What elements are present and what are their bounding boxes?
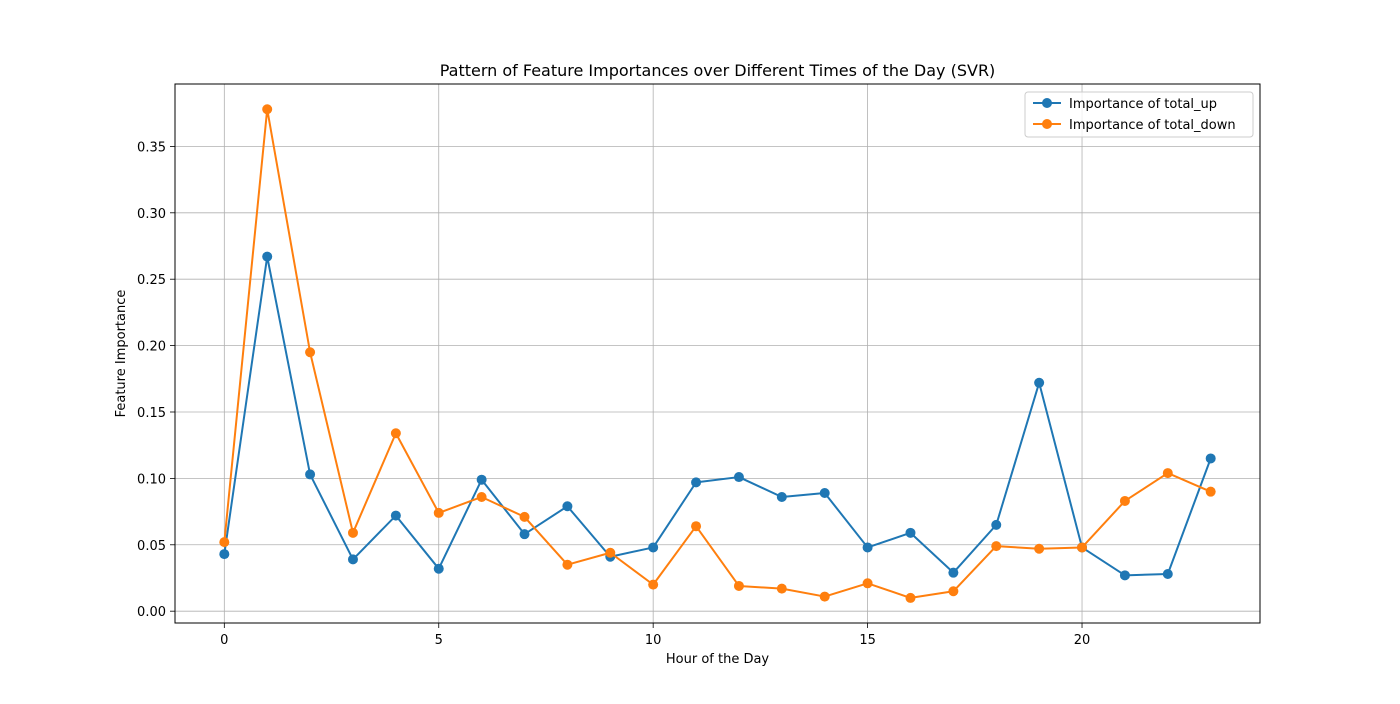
data-point-total-up — [733, 472, 744, 483]
data-point-total-up — [648, 542, 659, 553]
data-point-total-up — [691, 477, 702, 488]
data-point-total-down — [648, 579, 659, 590]
legend: Importance of total_up Importance of tot… — [1024, 91, 1254, 138]
data-point-total-down — [948, 586, 959, 597]
data-point-total-up — [305, 469, 316, 480]
chart-title: Pattern of Feature Importances over Diff… — [440, 61, 996, 80]
data-point-total-up — [905, 527, 916, 538]
x-tick-label: 20 — [1074, 633, 1091, 648]
data-point-total-up — [433, 563, 444, 574]
data-point-total-up — [1034, 377, 1045, 388]
x-tick-label: 0 — [220, 633, 228, 648]
data-point-total-down — [691, 521, 702, 532]
data-point-total-up — [1162, 569, 1173, 579]
data-point-total-down — [476, 491, 487, 502]
data-point-total-down — [905, 592, 916, 603]
legend-label: Importance of total_down — [1069, 118, 1236, 133]
x-axis-label: Hour of the Day — [666, 652, 770, 667]
data-point-total-down — [562, 559, 573, 570]
data-point-total-up — [1205, 453, 1216, 464]
data-point-total-down — [862, 578, 873, 589]
data-point-total-up — [948, 567, 959, 578]
data-point-total-down — [1077, 542, 1088, 553]
x-axis-ticks: 0 5 10 15 20 — [220, 623, 1090, 648]
y-tick-label: 0.30 — [137, 207, 166, 222]
y-axis-label: Feature Importance — [114, 290, 129, 418]
data-point-total-down — [1119, 495, 1130, 506]
data-point-total-up — [519, 529, 530, 540]
data-point-total-down — [219, 537, 230, 548]
data-point-total-down — [819, 591, 830, 602]
data-point-total-up — [1119, 570, 1130, 581]
x-tick-label: 5 — [435, 633, 443, 648]
data-point-total-down — [605, 547, 616, 558]
data-point-total-down — [1034, 543, 1045, 554]
series-line-total-up — [223, 255, 1212, 577]
data-point-total-up — [562, 501, 573, 512]
data-point-total-up — [347, 554, 358, 565]
y-tick-label: 0.35 — [137, 140, 166, 155]
data-point-total-down — [305, 347, 316, 358]
data-point-total-down — [733, 580, 744, 591]
data-point-total-up — [991, 519, 1002, 530]
series-line-total-down — [223, 108, 1212, 599]
data-point-total-up — [390, 510, 401, 521]
data-point-total-up — [862, 542, 873, 553]
y-tick-label: 0.25 — [137, 273, 166, 288]
y-tick-label: 0.05 — [137, 539, 166, 554]
legend-label: Importance of total_up — [1069, 97, 1217, 112]
data-point-total-up — [219, 549, 230, 560]
y-tick-label: 0.10 — [137, 472, 166, 487]
data-point-total-up — [776, 491, 787, 502]
data-point-total-down — [347, 527, 358, 538]
legend-box — [1024, 91, 1254, 138]
y-tick-label: 0.15 — [137, 406, 166, 421]
x-tick-label: 10 — [645, 633, 662, 648]
data-point-total-down — [390, 428, 401, 439]
y-axis-ticks: 0.00 0.05 0.10 0.15 0.20 0.25 0.30 0.35 — [137, 140, 175, 620]
series-layer — [219, 104, 1216, 603]
data-point-total-up — [819, 487, 830, 498]
y-tick-label: 0.00 — [137, 605, 166, 620]
data-point-total-down — [519, 511, 530, 522]
legend-swatch-marker — [1042, 119, 1052, 129]
data-point-total-down — [1162, 468, 1173, 479]
plot-frame — [174, 83, 1261, 624]
data-point-total-down — [1205, 486, 1216, 497]
data-point-total-down — [991, 541, 1002, 552]
data-point-total-down — [776, 583, 787, 594]
data-point-total-up — [476, 474, 487, 485]
data-point-total-down — [262, 104, 273, 115]
data-point-total-down — [433, 507, 444, 518]
y-tick-label: 0.20 — [137, 340, 166, 355]
data-point-total-up — [262, 251, 273, 262]
x-tick-label: 15 — [859, 633, 876, 648]
legend-swatch-marker — [1042, 98, 1052, 108]
